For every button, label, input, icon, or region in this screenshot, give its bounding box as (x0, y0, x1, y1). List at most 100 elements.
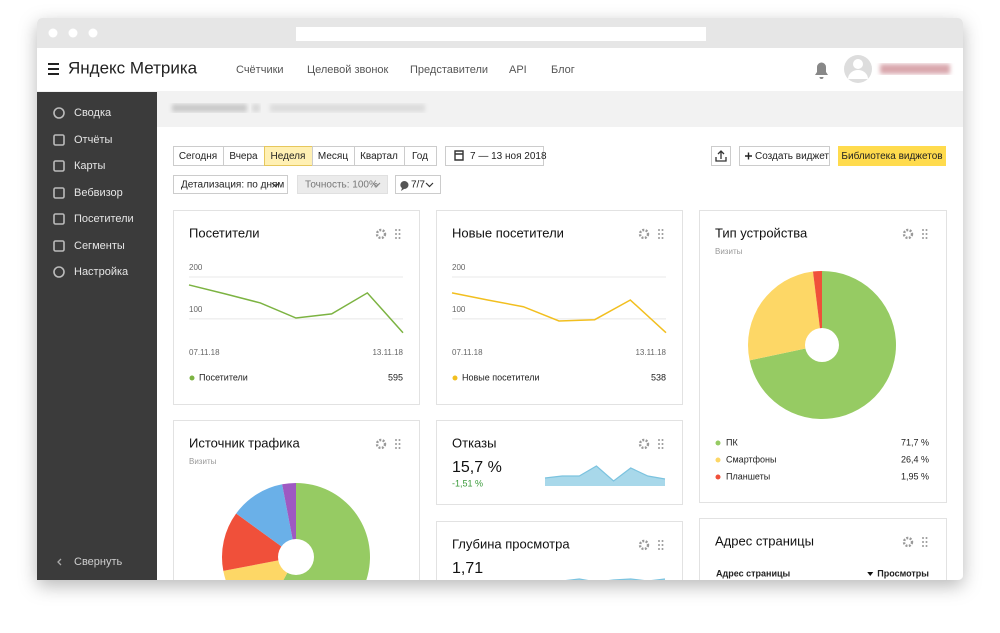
nav-link[interactable]: Блог (551, 64, 575, 76)
sidebar-item[interactable]: Отчёты (74, 134, 112, 146)
drag-handle[interactable] (925, 537, 928, 539)
drag-handle[interactable] (925, 233, 928, 235)
filter-dropdown[interactable] (395, 175, 441, 194)
legend-dot (189, 375, 195, 381)
drag-handle[interactable] (922, 237, 924, 239)
nav-link[interactable]: Представители (410, 64, 488, 76)
legend-label: Смартфоны (726, 454, 776, 464)
drag-handle[interactable] (398, 443, 401, 445)
drag-handle[interactable] (661, 237, 664, 239)
sidebar-item[interactable]: Посетители (74, 213, 134, 225)
address-bar[interactable] (296, 27, 706, 41)
sidebar-icon (53, 187, 65, 199)
drag-handle[interactable] (658, 540, 660, 542)
drag-handle[interactable] (922, 541, 924, 543)
drag-handle[interactable] (658, 229, 660, 231)
sidebar-item[interactable]: Сводка (74, 107, 112, 119)
drag-handle[interactable] (922, 545, 924, 547)
drag-handle[interactable] (395, 229, 397, 231)
drag-handle[interactable] (658, 443, 660, 445)
date-range-button[interactable] (445, 146, 544, 166)
settings-icon[interactable] (375, 438, 387, 450)
metric-value: 1,71 (452, 560, 483, 577)
drag-handle[interactable] (661, 233, 664, 235)
total-value: 595 (388, 372, 403, 382)
settings-icon[interactable] (638, 438, 650, 450)
settings-icon[interactable] (902, 228, 914, 240)
accuracy-label: Точность: 100% (305, 180, 378, 191)
nav-link[interactable]: Счётчики (236, 64, 284, 76)
period-label: Квартал (360, 151, 398, 162)
drag-handle[interactable] (661, 229, 664, 231)
window-button[interactable] (88, 28, 98, 38)
nav-link[interactable]: API (509, 64, 527, 76)
sidebar-item[interactable]: Настройка (74, 266, 129, 278)
drag-handle[interactable] (658, 544, 660, 546)
nav-link[interactable]: Целевой звонок (307, 64, 389, 76)
drag-handle[interactable] (395, 447, 397, 449)
menu-icon[interactable] (48, 63, 59, 75)
drag-handle[interactable] (658, 237, 660, 239)
drag-handle[interactable] (661, 439, 664, 441)
drag-handle[interactable] (658, 439, 660, 441)
metric-value: 15,7 % (452, 459, 502, 476)
sidebar-icon (53, 160, 65, 172)
drag-handle[interactable] (925, 237, 928, 239)
counter-name-blurred (252, 104, 260, 112)
drag-handle[interactable] (922, 537, 924, 539)
drag-handle[interactable] (925, 229, 928, 231)
counter-url-blurred (270, 104, 425, 112)
drag-handle[interactable] (398, 447, 401, 449)
drag-handle[interactable] (925, 541, 928, 543)
drag-handle[interactable] (661, 548, 664, 550)
drag-handle[interactable] (395, 233, 397, 235)
detail-dropdown[interactable] (173, 175, 288, 194)
window-button[interactable] (68, 28, 78, 38)
settings-icon[interactable] (638, 539, 650, 551)
legend-dot (715, 474, 721, 480)
sidebar-item[interactable]: Сегменты (74, 240, 125, 252)
widget-card (699, 518, 947, 580)
drag-handle[interactable] (661, 447, 664, 449)
avatar-head (853, 59, 863, 69)
drag-handle[interactable] (658, 447, 660, 449)
date-range: 7 — 13 ноя 2018 (470, 151, 547, 162)
widget-library-button[interactable] (838, 146, 946, 166)
drag-handle[interactable] (658, 548, 660, 550)
drag-handle[interactable] (922, 233, 924, 235)
drag-handle[interactable] (398, 439, 401, 441)
drag-handle[interactable] (395, 237, 397, 239)
settings-icon[interactable] (638, 228, 650, 240)
drag-handle[interactable] (395, 439, 397, 441)
drag-handle[interactable] (661, 443, 664, 445)
drag-handle[interactable] (925, 545, 928, 547)
drag-handle[interactable] (398, 233, 401, 235)
drag-handle[interactable] (398, 229, 401, 231)
sort-arrow (867, 572, 874, 576)
y-tick-label: 100 (452, 305, 466, 314)
drag-handle[interactable] (395, 443, 397, 445)
settings-icon[interactable] (375, 228, 387, 240)
drag-handle[interactable] (661, 540, 664, 542)
sidebar-item[interactable]: Вебвизор (74, 187, 123, 199)
y-tick-label: 200 (189, 263, 203, 272)
accuracy-dropdown[interactable] (297, 175, 388, 194)
collapse-icon (57, 558, 62, 566)
widget-card (436, 210, 683, 405)
drag-handle[interactable] (398, 237, 401, 239)
create-widget-button[interactable] (739, 146, 830, 166)
y-tick-label: 100 (189, 305, 203, 314)
drag-handle[interactable] (661, 544, 664, 546)
notifications-icon[interactable] (815, 62, 828, 80)
sidebar-item[interactable]: Карты (74, 160, 105, 172)
logo[interactable]: Яндекс Метрика (68, 58, 198, 77)
user-name-blurred (880, 64, 950, 74)
table-header[interactable]: Просмотры (877, 568, 929, 578)
period-button[interactable] (404, 146, 437, 166)
drag-handle[interactable] (922, 229, 924, 231)
sidebar-collapse[interactable]: Свернуть (74, 556, 123, 568)
drag-handle[interactable] (658, 233, 660, 235)
settings-icon[interactable] (902, 536, 914, 548)
window-button[interactable] (48, 28, 58, 38)
